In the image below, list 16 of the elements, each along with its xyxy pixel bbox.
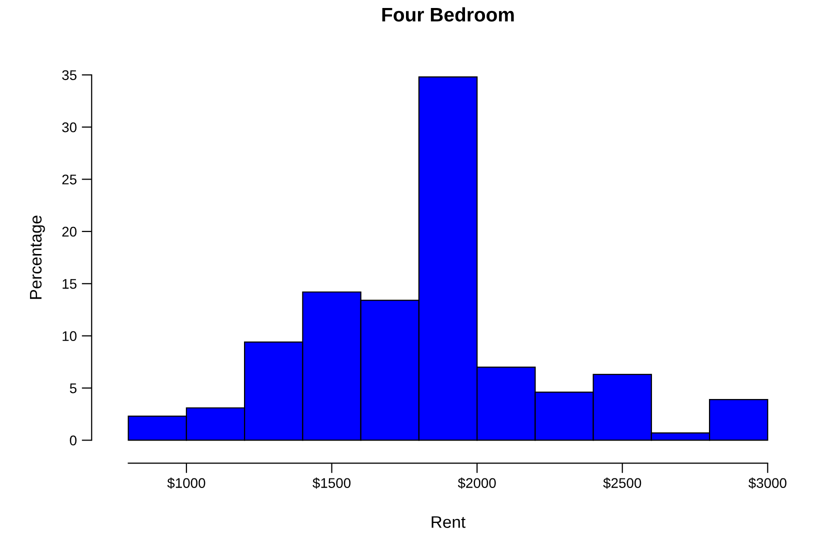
y-tick-label: 35 [62,70,76,80]
y-tick-label: 25 [62,174,76,184]
y-tick-label: 10 [62,331,77,342]
x-axis-title: Rent [432,516,466,528]
y-tick-label: 30 [62,122,77,132]
x-tick-label: $2000 [458,478,496,489]
y-tick-label: 15 [62,279,76,289]
y-tick-label: 20 [62,226,77,237]
y-tick-label: 5 [70,384,76,394]
x-tick-label: $1000 [167,478,206,489]
y-tick-label: 0 [70,436,77,446]
x-tick-label: $3000 [748,478,786,489]
x-tick-label: $2500 [603,478,642,489]
y-axis-title: Percentage [30,216,45,299]
chart-title: Four Bedroom [382,7,514,22]
x-tick-label: $1500 [312,478,351,489]
